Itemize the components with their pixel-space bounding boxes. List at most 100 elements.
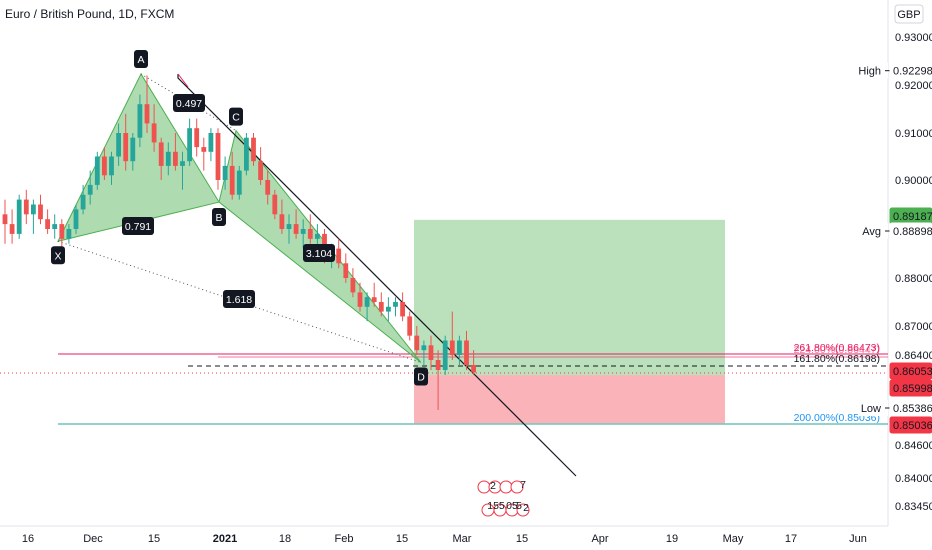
candle — [102, 147, 107, 180]
candle-body — [300, 229, 306, 234]
candle-body — [449, 340, 455, 355]
candle-body — [244, 137, 249, 171]
candle-body — [435, 360, 441, 370]
candle — [236, 165, 242, 200]
svg-text:3.104: 3.104 — [306, 248, 332, 260]
event-marker-icon[interactable] — [477, 480, 491, 494]
candle-body — [343, 263, 349, 278]
price-label-value: 0.85386 — [893, 403, 932, 415]
candle-body — [194, 128, 200, 148]
candle-body — [258, 161, 263, 180]
candle-body — [45, 219, 50, 229]
candle — [464, 330, 469, 370]
candle — [343, 253, 349, 283]
x-tick-label: 2021 — [213, 533, 237, 545]
horizontal-lines — [0, 353, 888, 425]
point-d-label: D — [414, 367, 428, 386]
candle-body — [94, 156, 100, 185]
candle-body — [442, 340, 448, 370]
candle-body — [158, 142, 164, 166]
candle — [435, 350, 441, 410]
event-marker-icon[interactable] — [516, 503, 530, 517]
x-tick-label: Feb — [335, 533, 354, 545]
candle-body — [471, 365, 476, 373]
candle — [258, 147, 263, 185]
candle-body — [251, 137, 256, 162]
x-tick-label: May — [723, 533, 744, 545]
candle-body — [38, 204, 43, 220]
candle — [251, 133, 256, 166]
candle — [265, 170, 271, 205]
y-tick-label: 0.86400 — [895, 350, 932, 362]
candle-body — [414, 335, 420, 351]
event-count: 155 — [487, 500, 505, 512]
candle — [187, 118, 192, 166]
price-axis[interactable]: 0.93000 0.92000 0.91000 0.90000 0.88000 0.870… — [858, 32, 932, 513]
x-tick-label: 15 — [396, 533, 408, 545]
candle — [307, 214, 313, 244]
currency-badge-box[interactable] — [894, 4, 924, 24]
price-label-box — [889, 362, 932, 380]
event-count: 2 — [523, 502, 529, 514]
trend-line-start-marker — [177, 73, 189, 88]
time-axis[interactable]: 16 Dec 15 2021 18 Feb 15 Mar 15 Apr 19 May 17 Jun — [22, 533, 867, 545]
candle — [393, 297, 398, 317]
candle-body — [272, 194, 278, 215]
candle — [137, 94, 143, 148]
candle-body — [66, 229, 72, 239]
ratio-label: 1.618 — [223, 290, 255, 308]
svg-text:0.791: 0.791 — [125, 221, 151, 233]
y-tick-label: 0.88000 — [895, 273, 932, 285]
candle — [449, 311, 455, 360]
event-marker-icon[interactable] — [499, 480, 513, 494]
point-x-label: X — [51, 246, 65, 265]
candle — [400, 292, 405, 322]
y-tick-label: 0.84600 — [895, 440, 932, 452]
candle-body — [80, 194, 86, 210]
y-tick-label: 0.92000 — [895, 80, 932, 92]
candle-body — [109, 156, 114, 176]
candle — [123, 113, 129, 171]
candle-body — [52, 224, 58, 229]
price-label-box — [889, 62, 932, 80]
candle-body — [265, 180, 271, 195]
y-tick-label: 0.83450 — [895, 501, 932, 513]
x-tick-label: Apr — [591, 533, 608, 545]
currency-badge: GBP — [897, 9, 920, 21]
fib-224-label: 224.00%(0.86447) — [794, 344, 880, 356]
candle-body — [201, 147, 207, 152]
x-tick-label: 16 — [22, 533, 34, 545]
ac-dotted-line — [140, 73, 237, 132]
candle-body — [293, 224, 299, 234]
candle-body — [421, 345, 427, 351]
candle — [151, 104, 157, 152]
candle — [180, 151, 185, 190]
candle — [173, 133, 178, 171]
long-position-tool[interactable] — [414, 219, 725, 424]
candle — [222, 156, 228, 190]
candle-body — [31, 204, 36, 215]
candle-body — [229, 165, 235, 195]
loss-zone[interactable] — [414, 375, 725, 424]
candle — [94, 151, 100, 190]
price-label-box — [889, 399, 932, 417]
candle-body — [173, 151, 178, 166]
candle — [229, 151, 235, 200]
svg-text:D: D — [417, 372, 425, 384]
candle — [31, 199, 36, 234]
svg-text:1.618: 1.618 — [226, 294, 252, 306]
candle — [471, 350, 476, 375]
candle — [73, 204, 79, 234]
x-tick-label: 15 — [148, 533, 160, 545]
svg-text:A: A — [137, 54, 144, 66]
event-marker-icon[interactable] — [510, 480, 524, 494]
candle — [293, 209, 299, 239]
candle — [371, 282, 377, 307]
candle — [66, 224, 72, 244]
price-label-low: Low 0.85386 — [858, 399, 932, 417]
price-label-tag: High — [858, 66, 881, 78]
candle — [201, 137, 207, 171]
x-tick-label: 18 — [279, 533, 291, 545]
